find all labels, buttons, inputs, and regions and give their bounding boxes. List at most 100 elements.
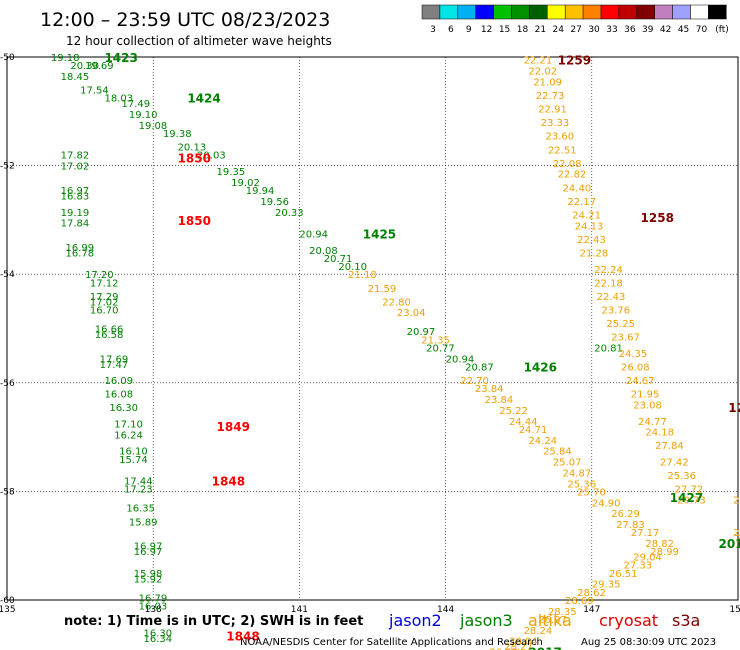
swh-point-label: 21.95 (631, 390, 660, 401)
swh-point-label: 23.04 (397, 308, 426, 319)
swh-point-label: 19.02 (231, 178, 260, 189)
pass-time-label: 1427 (670, 491, 703, 505)
swh-point-label: 28.99 (650, 547, 679, 558)
swh-point-label: 16.35 (126, 504, 155, 515)
swh-point-label: 17.54 (80, 86, 109, 97)
swh-point-label: 24.24 (528, 436, 557, 447)
colorbar-value: 45 (678, 25, 689, 35)
swh-point-label: 20.97 (407, 327, 436, 338)
colorbar-value: 6 (448, 25, 454, 35)
swh-point-label: 26.97 (538, 615, 567, 626)
colorbar-swatch (582, 4, 602, 20)
swh-point-label: 16.24 (114, 430, 143, 441)
swh-point-label: 16.97 (134, 542, 163, 553)
swh-point-label: 22.51 (548, 145, 577, 156)
colorbar-swatch (618, 4, 638, 20)
pass-time-label: 1848 (212, 475, 245, 489)
plot-frame (6, 56, 739, 601)
swh-point-label: 16.08 (104, 390, 133, 401)
pass-time-label: 1848 (226, 629, 259, 643)
swh-point-label: 16.66 (95, 325, 124, 336)
swh-point-label: 16.10 (119, 447, 148, 458)
swh-point-label: 25.22 (499, 406, 528, 417)
swh-point-label: 19.38 (163, 129, 192, 140)
swh-point-label: 22.18 (594, 278, 623, 289)
swh-point-label: 19.56 (260, 197, 289, 208)
pass-time-label: 1425 (363, 227, 396, 241)
satellite-legend-item: jason3 (459, 611, 513, 630)
swh-point-label: 21.28 (580, 248, 609, 259)
satellite-legend-item: cryosat (599, 611, 658, 630)
swh-point-label: 16.83 (61, 191, 90, 202)
swh-point-label: 27.17 (631, 528, 660, 539)
x-tick-label: 150 (729, 605, 740, 615)
swh-point-label: 25.36 (667, 471, 696, 482)
swh-point-label: 27.42 (660, 458, 689, 469)
swh-point-label: 17.44 (124, 477, 153, 488)
swh-point-label: 28.69 (565, 596, 594, 607)
swh-point-label: 28.27 (504, 642, 533, 650)
pass-time-label: 1259 (558, 54, 591, 68)
swh-point-label: 24.44 (509, 417, 538, 428)
swh-point-label: 22.02 (528, 67, 557, 78)
swh-point-label: 19.69 (85, 61, 114, 72)
swh-point-label: 26.08 (621, 363, 650, 374)
swh-point-label: 29.73 (677, 496, 706, 507)
swh-point-label: 17.12 (90, 278, 119, 289)
swh-point-label: 23.67 (611, 333, 640, 344)
swh-point-label: 19.94 (246, 186, 275, 197)
swh-point-label: 16.70 (90, 305, 119, 316)
colorbar-swatch (529, 4, 548, 20)
x-tick-label: 138 (145, 605, 162, 615)
swh-point-label: 19.10 (129, 110, 158, 121)
satellite-legend-item: s3a (672, 611, 700, 630)
swh-point-label: 17.47 (100, 360, 129, 371)
colorbar-swatch (654, 4, 673, 20)
swh-point-label: 23.84 (485, 395, 514, 406)
y-tick-label: -56 (0, 379, 15, 389)
pass-time-label: 1849 (217, 420, 250, 434)
swh-point-label: 15.89 (129, 517, 158, 528)
pass-time-label: 1424 (187, 92, 220, 106)
swh-point-label: 23.76 (602, 305, 631, 316)
satellite-legend-item: jason2 (388, 611, 442, 630)
swh-point-label: 20.77 (426, 344, 455, 355)
colorbar-value: 39 (642, 25, 654, 35)
swh-point-label: 29.35 (592, 580, 621, 591)
swh-point-label: 20.87 (465, 363, 494, 374)
swh-point-label: 24.67 (626, 376, 655, 387)
swh-point-label: 29.04 (733, 528, 740, 539)
swh-point-label: 24.71 (519, 425, 548, 436)
swh-point-label: 22.82 (558, 170, 587, 181)
y-tick-label: -50 (0, 53, 15, 63)
swh-point-label: 27.84 (655, 441, 684, 452)
swh-point-label: 24.13 (575, 221, 604, 232)
pass-time-label: 1850 (178, 214, 211, 228)
swh-point-label: 25.70 (577, 487, 606, 498)
chart-subtitle: 12 hour collection of altimeter wave hei… (66, 34, 332, 48)
swh-point-label: 25.07 (553, 458, 582, 469)
swh-point-label: 17.49 (122, 99, 151, 110)
pass-time-label: 1258 (641, 211, 674, 225)
swh-point-label: 20.94 (299, 229, 328, 240)
swh-point-label: 17.02 (90, 297, 119, 308)
colorbar-value: 9 (466, 25, 472, 35)
pass-time-label: 2016 (719, 537, 740, 551)
swh-point-label: 17.84 (61, 219, 90, 230)
colorbar-swatch (564, 4, 584, 20)
swh-point-label: 28.82 (645, 539, 674, 550)
colorbar-value: 70 (696, 25, 708, 35)
pass-time-label: 1257 (728, 401, 740, 415)
swh-point-label: 22.08 (553, 159, 582, 170)
swh-point-label: 19.18 (51, 53, 80, 64)
swh-point-label: 29.04 (633, 553, 662, 564)
swh-point-label: 17.20 (85, 270, 114, 281)
pass-time-label: 1423 (104, 51, 137, 65)
swh-point-label: 24.18 (645, 428, 674, 439)
swh-point-label: 22.80 (382, 297, 411, 308)
swh-point-label: 20.30 (70, 61, 99, 72)
swh-point-label: 20.71 (324, 254, 353, 265)
